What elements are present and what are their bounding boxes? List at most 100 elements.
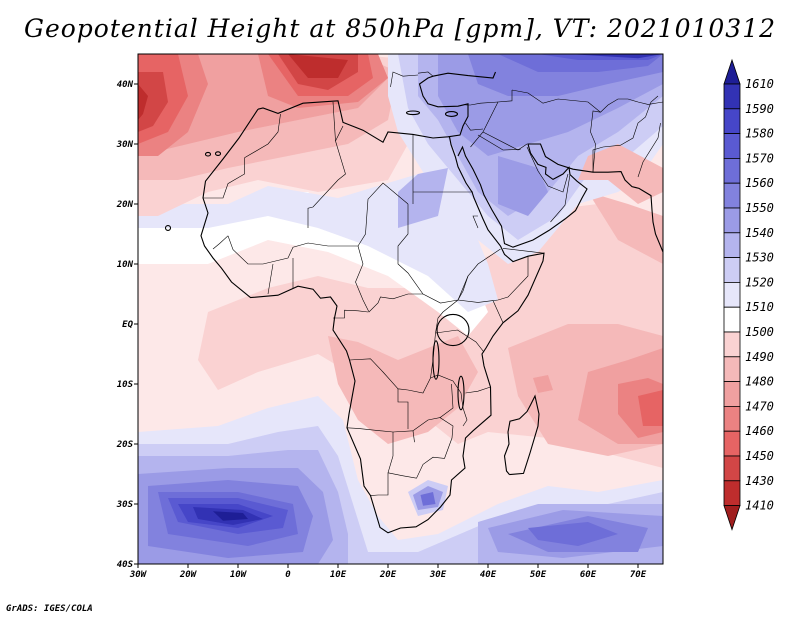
country-border: [526, 146, 569, 193]
country-border: [550, 174, 571, 223]
country-border: [267, 263, 274, 295]
country-border: [511, 89, 663, 113]
colorbar: 1610 1590 1580 1570 1560 1550 1540 1530 1520 1510…: [723, 58, 774, 531]
country-border: [390, 71, 419, 88]
x-tick-label: 0: [285, 570, 291, 580]
country-border: [387, 417, 454, 479]
coastline: [457, 143, 663, 253]
country-border: [332, 101, 336, 142]
colorbar-label: 1550: [745, 201, 774, 215]
country-border: [482, 131, 528, 151]
lake-or-island: [457, 375, 465, 411]
colorbar-swatch: [723, 257, 741, 283]
country-border: [590, 110, 601, 173]
country-border: [465, 101, 499, 106]
country-border: [465, 122, 484, 131]
x-tick-label: 10E: [330, 570, 347, 580]
plot-frame: [137, 53, 664, 565]
country-border: [465, 386, 491, 394]
colorbar-swatch: [723, 430, 741, 457]
colorbar-swatch: [723, 306, 741, 333]
height-contour-region: [420, 492, 436, 506]
colorbar-swatch: [723, 281, 741, 308]
country-border: [357, 182, 409, 247]
country-border: [430, 374, 468, 427]
country-border: [307, 140, 346, 228]
country-border: [439, 383, 454, 418]
country-border: [472, 215, 479, 229]
chart-title: Geopotential Height at 850hPa [gpm], VT:…: [23, 14, 777, 43]
country-border: [212, 235, 229, 250]
height-contour-region: [398, 168, 448, 228]
coastline: [503, 394, 540, 476]
y-tick-label: EQ: [122, 320, 133, 330]
height-contour-region: [533, 375, 553, 393]
country-border: [477, 134, 521, 151]
country-border: [457, 275, 494, 303]
country-border: [227, 235, 358, 265]
x-tick-label: 50E: [530, 570, 547, 580]
height-contour-region: [578, 144, 663, 204]
colorbar-label: 1490: [745, 350, 774, 364]
y-tick-label: 40N: [117, 80, 134, 90]
country-border: [397, 204, 501, 304]
colorbar-label: 1540: [745, 226, 774, 240]
grads-credit: GrADS: IGES/COLA: [6, 604, 93, 614]
x-tick-label: 30E: [429, 570, 447, 580]
y-tick-label: 20S: [116, 440, 134, 450]
colorbar-label: 1520: [745, 275, 774, 289]
x-tick-label: 30W: [129, 570, 148, 580]
x-axis: 30W 20W 10W 0 10E 20E 30E 40E 50E 60E 70E: [129, 564, 647, 580]
colorbar-swatch: [723, 232, 741, 259]
colorbar-label: 1430: [745, 474, 774, 488]
height-contour-region: [138, 84, 148, 120]
country-border: [412, 430, 415, 443]
country-border: [346, 427, 414, 433]
x-tick-label: 10W: [230, 570, 248, 580]
colorbar-swatch: [723, 182, 741, 209]
height-contour-region: [588, 192, 663, 264]
country-border: [333, 309, 369, 319]
y-axis: 40N 30N 20N 10N EQ 10S 20S 30S 40S: [116, 80, 138, 570]
y-tick-label: 10N: [117, 260, 134, 270]
coastline: [200, 108, 545, 534]
colorbar-swatch: [723, 405, 741, 432]
colorbar-label: 1590: [745, 102, 774, 116]
lake-or-island: [214, 151, 222, 156]
colorbar-label: 1510: [745, 300, 774, 314]
map-plot: [138, 54, 663, 564]
colorbar-swatch: [723, 157, 741, 184]
lake-or-island: [436, 313, 470, 347]
country-border: [335, 125, 344, 142]
height-contour-region: [288, 54, 348, 78]
colorbar-swatch: [723, 207, 741, 234]
colorbar-swatch: [723, 331, 741, 358]
country-border: [244, 113, 281, 159]
country-border: [502, 248, 545, 254]
x-tick-label: 70E: [630, 570, 647, 580]
colorbar-swatch: [723, 108, 741, 135]
y-tick-label: 30N: [116, 140, 134, 150]
country-border: [592, 95, 659, 173]
coastline: [257, 71, 497, 143]
x-tick-label: 60E: [580, 570, 597, 580]
colorbar-swatch: [723, 455, 741, 482]
colorbar-label: 1530: [745, 251, 774, 265]
colorbar-label: 1470: [745, 399, 774, 413]
country-border: [370, 432, 394, 496]
lake-or-island: [444, 111, 459, 117]
colorbar-label: 1560: [745, 176, 774, 190]
colorbar-label: 1460: [745, 424, 774, 438]
country-border: [349, 299, 459, 394]
x-tick-label: 20W: [179, 570, 198, 580]
colorbar-top-arrow: [723, 58, 741, 85]
colorbar-swatch: [723, 381, 741, 407]
country-border: [397, 388, 409, 429]
height-contour-region: [138, 72, 168, 132]
colorbar-bottom-arrow: [723, 505, 741, 531]
y-tick-label: 40S: [117, 560, 134, 570]
colorbar-swatch: [723, 356, 741, 382]
colorbar-swatch: [723, 480, 741, 506]
colorbar-swatch: [723, 133, 741, 159]
